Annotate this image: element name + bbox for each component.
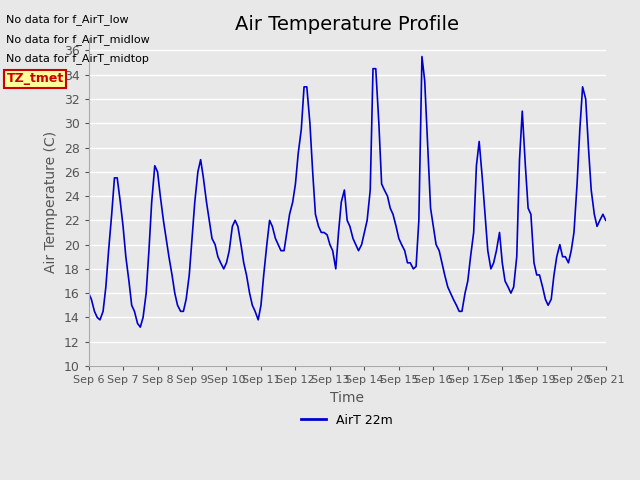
X-axis label: Time: Time — [330, 391, 364, 405]
Text: No data for f_AirT_midlow: No data for f_AirT_midlow — [6, 34, 150, 45]
Title: Air Temperature Profile: Air Temperature Profile — [235, 15, 459, 34]
Text: No data for f_AirT_low: No data for f_AirT_low — [6, 14, 129, 25]
Legend: AirT 22m: AirT 22m — [296, 409, 398, 432]
Text: TZ_tmet: TZ_tmet — [6, 72, 63, 85]
Text: No data for f_AirT_midtop: No data for f_AirT_midtop — [6, 53, 149, 64]
Y-axis label: Air Termperature (C): Air Termperature (C) — [44, 131, 58, 273]
